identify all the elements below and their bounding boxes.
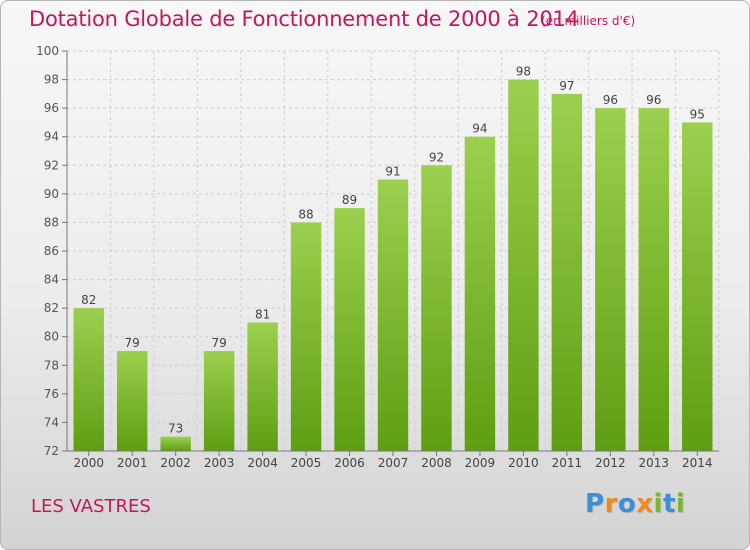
y-tick-label: 100: [36, 44, 59, 58]
x-tick-label-2001: 2001: [117, 456, 148, 470]
data-label-2012: 96: [603, 93, 618, 107]
y-tick-label: 94: [44, 130, 59, 144]
data-label-2013: 96: [646, 93, 661, 107]
x-tick-label-2012: 2012: [595, 456, 626, 470]
logo-letter: i: [653, 489, 663, 519]
y-tick-label: 82: [44, 301, 59, 315]
data-label-2010: 98: [516, 65, 531, 79]
x-tick-label-2000: 2000: [73, 456, 104, 470]
commune-name: LES VASTRES: [31, 496, 151, 517]
data-label-2007: 91: [385, 165, 400, 179]
y-tick-label: 90: [44, 187, 59, 201]
data-label-2008: 92: [429, 150, 444, 164]
unit-note: (en milliers d'€): [541, 14, 636, 28]
data-label-2004: 81: [255, 307, 270, 321]
axes: 72 74 76 78 80 82 84 86 88 90 92 94 96 98 100 2000 2001 2…: [36, 44, 719, 470]
y-tick-label: 92: [44, 158, 59, 172]
chart-title: Dotation Globale de Fonctionnement de 20…: [29, 7, 579, 31]
data-labels: 82 79 73 79 81 88 89 91 92 94 98 97 96 96 95: [81, 65, 705, 436]
logo-letter: i: [675, 489, 686, 519]
data-label-2006: 89: [342, 193, 357, 207]
x-tick-label-2009: 2009: [465, 456, 496, 470]
bar-2003: [203, 351, 235, 451]
data-label-2011: 97: [559, 79, 574, 93]
bar-2000: [73, 308, 104, 451]
bar-2013: [638, 108, 670, 452]
y-tick-label: 88: [44, 215, 59, 229]
y-tick-label: 74: [44, 415, 59, 429]
bars: [73, 79, 713, 452]
x-tick-label-2007: 2007: [378, 456, 409, 470]
x-tick-label-2006: 2006: [334, 456, 365, 470]
bar-2001: [116, 351, 148, 451]
y-tick-label: 96: [44, 101, 59, 115]
y-tick-label: 98: [44, 73, 59, 87]
y-tick-label: 78: [44, 358, 59, 372]
bar-2011: [551, 93, 583, 451]
data-label-2005: 88: [298, 207, 313, 221]
proxiti-logo: Proxiti: [585, 489, 685, 519]
x-tick-label-2002: 2002: [160, 456, 191, 470]
y-tick-label: 72: [44, 444, 59, 458]
data-label-2003: 79: [211, 336, 226, 350]
bar-2002: [160, 436, 191, 451]
x-tick-label-2010: 2010: [508, 456, 539, 470]
bar-2004: [247, 322, 278, 451]
data-label-2001: 79: [125, 336, 140, 350]
logo-letter: x: [636, 489, 654, 519]
y-tick-label: 84: [44, 273, 59, 287]
bar-2008: [421, 165, 452, 452]
logo-letter: P: [585, 489, 605, 519]
logo-letter: r: [604, 489, 618, 519]
data-label-2002: 73: [168, 422, 183, 436]
logo-letter: o: [617, 489, 637, 519]
bar-2014: [682, 122, 713, 451]
bar-2005: [290, 222, 322, 451]
bar-2007: [377, 179, 409, 452]
data-label-2014: 95: [690, 107, 705, 121]
data-label-2000: 82: [81, 293, 96, 307]
y-tick-label: 86: [44, 244, 59, 258]
bar-2012: [595, 108, 626, 452]
x-tick-label-2004: 2004: [247, 456, 278, 470]
logo-letter: t: [662, 489, 676, 519]
bar-2009: [464, 136, 496, 451]
x-tick-label-2014: 2014: [682, 456, 713, 470]
bar-2010: [508, 79, 539, 452]
y-tick-label: 80: [44, 330, 59, 344]
x-tick-label-2011: 2011: [552, 456, 583, 470]
bar-2006: [334, 208, 365, 451]
x-tick-label-2008: 2008: [421, 456, 452, 470]
x-tick-label-2005: 2005: [291, 456, 322, 470]
y-tick-label: 76: [44, 387, 59, 401]
x-tick-label-2003: 2003: [204, 456, 235, 470]
data-label-2009: 94: [472, 122, 487, 136]
x-tick-label-2013: 2013: [639, 456, 670, 470]
